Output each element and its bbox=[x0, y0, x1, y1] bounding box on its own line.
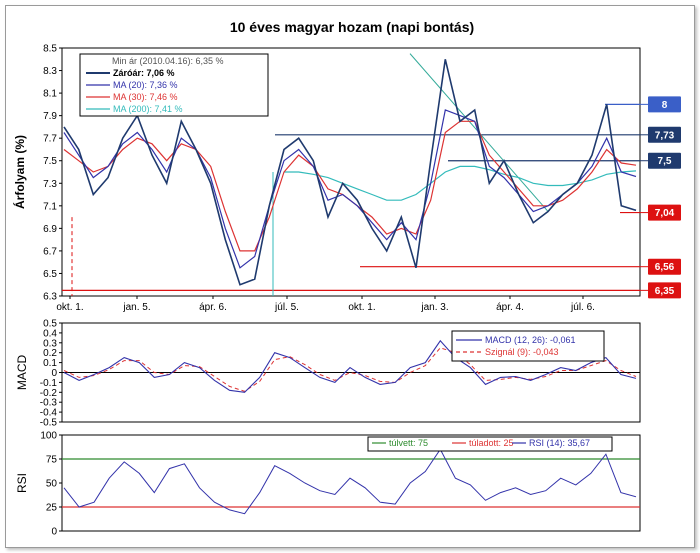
series-line-close bbox=[63, 59, 637, 286]
legend-box bbox=[451, 330, 605, 362]
level-badge-label: 7,04 bbox=[655, 208, 675, 219]
y-tick-label: 6.3 bbox=[43, 292, 57, 303]
legend-label: MA (20): 7,36 % bbox=[113, 80, 178, 90]
level-badge-label: 6,35 bbox=[655, 286, 675, 297]
level-badge-label: 7,5 bbox=[658, 156, 672, 167]
level-badge-label: 6,56 bbox=[655, 262, 675, 273]
level-badge bbox=[648, 204, 681, 221]
y-tick-label: 7.3 bbox=[43, 179, 57, 190]
y-tick-label: 7.1 bbox=[43, 201, 57, 212]
y-axis-label: Árfolyam (%) bbox=[12, 135, 27, 209]
legend-label: MACD (12, 26): -0,061 bbox=[485, 335, 576, 345]
y-tick-label: 0 bbox=[51, 368, 57, 379]
x-tick-label: okt. 1. bbox=[56, 302, 83, 313]
legend-label: túladott: 25 bbox=[469, 438, 514, 448]
y-tick-label: -0.2 bbox=[40, 388, 58, 399]
x-tick-label: jan. 5. bbox=[122, 302, 150, 313]
level-badge bbox=[648, 282, 681, 299]
legend-label: MA (200): 7,41 % bbox=[113, 104, 183, 114]
legend-label: túlvett: 75 bbox=[389, 438, 428, 448]
y-tick-label: 6.7 bbox=[43, 246, 57, 257]
level-badge-label: 8 bbox=[662, 100, 668, 111]
y-tick-label: 8.1 bbox=[43, 89, 57, 100]
legend-label: Min ár (2010.04.16): 6,35 % bbox=[112, 56, 224, 66]
level-badge bbox=[648, 152, 681, 169]
y-tick-label: -0.1 bbox=[40, 378, 58, 389]
y-tick-label: 0.5 bbox=[43, 319, 57, 330]
level-badge bbox=[648, 258, 681, 275]
y-tick-label: 75 bbox=[46, 455, 58, 466]
legend-box bbox=[79, 53, 269, 117]
y-tick-label: 8.3 bbox=[43, 66, 57, 77]
y-tick-label: 6.5 bbox=[43, 269, 57, 280]
series-line-ma20 bbox=[63, 109, 637, 269]
legend-label: Záróár: 7,06 % bbox=[113, 68, 175, 78]
y-tick-label: 7.5 bbox=[43, 156, 57, 167]
legend-box bbox=[367, 436, 613, 452]
x-tick-label: júl. 6. bbox=[570, 302, 595, 313]
x-tick-label: ápr. 4. bbox=[496, 302, 524, 313]
y-tick-label: 0.2 bbox=[43, 348, 57, 359]
y-tick-label: 0.3 bbox=[43, 338, 57, 349]
level-badge-label: 7,73 bbox=[655, 130, 675, 141]
y-tick-label: 25 bbox=[46, 503, 58, 514]
level-badge bbox=[648, 96, 681, 113]
level-badge bbox=[648, 126, 681, 143]
series-line-macd bbox=[63, 339, 637, 393]
legend-label: RSI (14): 35,67 bbox=[529, 438, 590, 448]
legend-label: MA (30): 7,46 % bbox=[113, 92, 178, 102]
series-line-rsi bbox=[63, 448, 637, 515]
y-tick-label: -0.5 bbox=[40, 418, 58, 429]
y-tick-label: 0.4 bbox=[43, 328, 57, 339]
y-tick-label: 50 bbox=[46, 479, 58, 490]
legend-label: Szignál (9): -0,043 bbox=[485, 347, 559, 357]
chart-title: 10 éves magyar hozam (napi bontás) bbox=[230, 19, 474, 35]
y-axis-label: MACD bbox=[15, 355, 29, 391]
y-tick-label: 6.9 bbox=[43, 224, 57, 235]
x-tick-label: okt. 1. bbox=[348, 302, 375, 313]
y-tick-label: 0 bbox=[51, 527, 57, 538]
y-tick-label: 8.5 bbox=[43, 44, 57, 55]
y-tick-label: 7.9 bbox=[43, 111, 57, 122]
y-tick-label: 100 bbox=[40, 431, 57, 442]
x-tick-label: júl. 5. bbox=[274, 302, 299, 313]
x-tick-label: jan. 3. bbox=[420, 302, 448, 313]
y-tick-label: -0.3 bbox=[40, 398, 58, 409]
y-tick-label: 7.7 bbox=[43, 134, 57, 145]
y-tick-label: 0.1 bbox=[43, 358, 57, 369]
x-tick-label: ápr. 6. bbox=[199, 302, 227, 313]
y-tick-label: -0.4 bbox=[40, 408, 58, 419]
y-axis-label: RSI bbox=[15, 473, 29, 493]
